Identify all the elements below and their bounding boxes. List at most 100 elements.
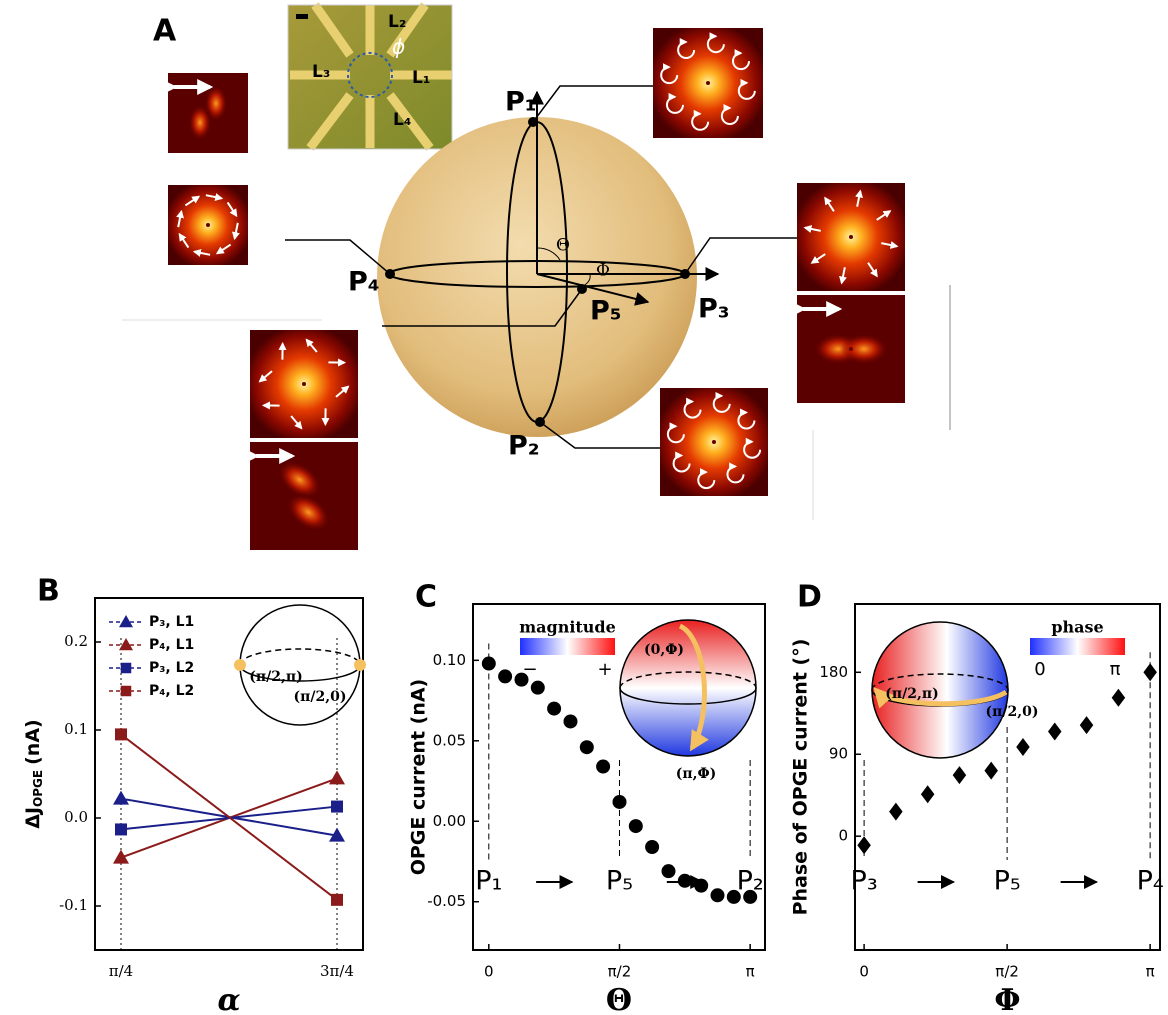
panel-label: C [415, 580, 437, 615]
inset-sphere [239, 604, 361, 726]
heatmap-core [302, 382, 306, 386]
angle-label: Θ [556, 236, 570, 256]
inset-label: (π/2,0) [294, 689, 347, 705]
device-frame [287, 4, 453, 150]
inset-path [678, 623, 709, 752]
marker [743, 889, 758, 904]
marker [889, 802, 903, 821]
curl-arrow [697, 468, 716, 490]
marker [920, 785, 935, 804]
colorbar-label: phase [1051, 618, 1103, 637]
x-tick-label: π/2 [608, 963, 632, 981]
curl-arrow [706, 32, 725, 54]
field-arrow [205, 193, 224, 202]
path-label: P₄ [1137, 866, 1164, 897]
marker [547, 701, 562, 716]
inset-label: (π/2,π) [885, 686, 938, 702]
curl-arrow [672, 451, 691, 473]
point-label: P₂ [508, 431, 540, 462]
x-axis-label: α [217, 983, 240, 1015]
panel-label: A [153, 14, 177, 49]
curl-arrow [743, 437, 762, 459]
path-label: P₅ [994, 866, 1021, 897]
heatmap-core [712, 440, 716, 444]
x-tick-label: π/2 [995, 963, 1019, 981]
y-tick-label: 180 [819, 663, 848, 681]
marker [514, 672, 529, 687]
path-label: P₅ [606, 866, 633, 897]
x-axis-label: Φ [994, 983, 1020, 1015]
heatmap-core [706, 81, 710, 85]
field-arrow [226, 201, 238, 218]
marker [329, 770, 345, 785]
marker [952, 766, 967, 785]
panel-label: D [797, 580, 822, 615]
marker [677, 873, 692, 888]
colorbar-end: 0 [1034, 659, 1045, 680]
marker [628, 819, 643, 834]
path-label: P₃ [851, 866, 878, 897]
lead-labels: L₁ L₂ L₃ L₄ [312, 12, 430, 130]
field-arrow [839, 267, 847, 285]
curl-arrow [732, 49, 751, 71]
marker [612, 794, 627, 809]
panel-label: B [37, 574, 60, 609]
field-arrow [290, 415, 303, 430]
y-tick-label: 0.0 [64, 808, 88, 826]
inset-label: (π/2,π) [249, 669, 302, 685]
inset-equator-back [619, 671, 757, 689]
inset-sphere [619, 619, 757, 757]
x-tick-label: π [1146, 963, 1155, 981]
marker [857, 836, 871, 855]
colorbar-label: magnitude [519, 618, 616, 637]
field-arrow [305, 338, 318, 353]
inset-dot [234, 659, 246, 671]
marker [113, 849, 129, 864]
colorbar-end: − [522, 659, 537, 680]
y-axis-label: ΔJOPGE (nA) [22, 719, 45, 828]
x-tick-label: 0 [484, 963, 494, 981]
marker [113, 790, 129, 805]
curl-arrow [712, 391, 731, 413]
x-tick-label: 0 [859, 963, 869, 981]
panel-a: A L₁ L₂ L₃ L₄ ϕ P₁ P₂ P₃ P₄ P₅ Θ Φ [122, 2, 951, 550]
field-arrow [881, 241, 899, 249]
curl-arrow [737, 408, 756, 430]
legend-label: P₃, L2 [149, 660, 194, 676]
point-label: P₅ [590, 296, 622, 327]
lead-label: L₄ [393, 110, 411, 130]
marker [596, 759, 611, 774]
y-tick-label: 0.10 [433, 651, 466, 669]
y-tick-label: -0.05 [427, 892, 466, 910]
field-arrow [215, 243, 232, 255]
inset-label: (π,Φ) [676, 766, 717, 782]
legend-label: P₄, L1 [149, 637, 194, 653]
marker [645, 840, 660, 855]
marker [984, 761, 998, 780]
device-circle [347, 52, 393, 98]
field-arrow [876, 210, 892, 221]
marker [1079, 716, 1094, 735]
field-arrow [231, 222, 240, 241]
path-label: P₂ [737, 866, 764, 897]
point-label: P₄ [348, 267, 380, 298]
lead-label: L₁ [412, 68, 430, 88]
heatmap-lobe [278, 461, 321, 499]
legend-marker [120, 662, 132, 674]
x-axis-label: Θ [606, 983, 632, 1015]
marker [1016, 737, 1030, 756]
field-arrow [335, 385, 350, 398]
point-label: P₁ [505, 87, 537, 118]
inset-equator-back [239, 648, 361, 666]
marker [498, 669, 513, 684]
lead-label: L₂ [388, 12, 406, 32]
y-tick-label: 0.1 [64, 720, 88, 738]
inset-dot [354, 659, 366, 671]
field-arrow [855, 189, 863, 207]
colorbar-end: + [597, 659, 612, 680]
legend-label: P₄, L2 [149, 683, 194, 699]
marker [1111, 688, 1126, 707]
heatmap-core [849, 347, 853, 351]
marker [115, 823, 127, 836]
legend-marker [119, 638, 133, 651]
